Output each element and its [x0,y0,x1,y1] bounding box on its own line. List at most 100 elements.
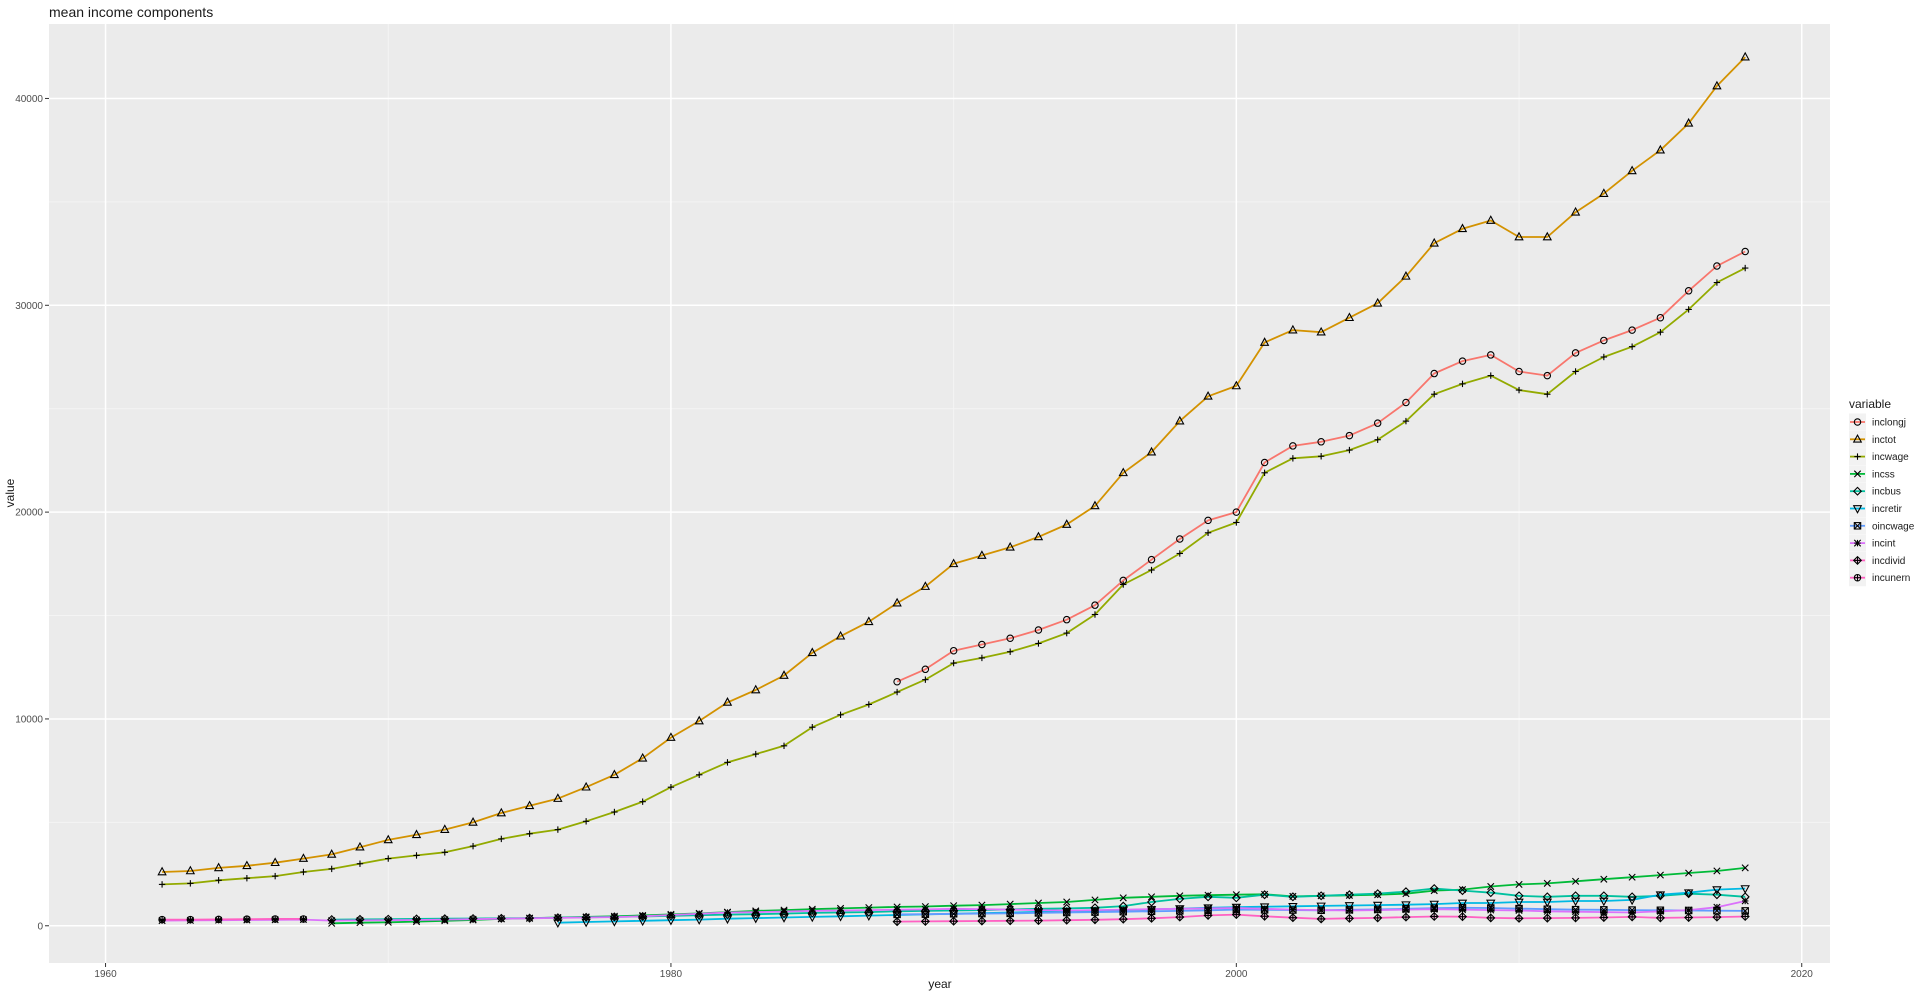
data-point-incdivid [1260,911,1270,921]
data-point-inclongj [1260,458,1269,467]
data-point-incretir [1683,889,1694,899]
data-point-incbus [581,912,591,922]
plot-panel [49,24,1830,963]
data-point-incint [1713,903,1721,911]
data-point-incint [497,915,505,923]
data-point-incint [1204,904,1212,912]
data-point-incint [667,911,675,919]
data-point-inctot [892,597,902,607]
data-point-incdivid [977,916,987,926]
data-point-incdivid [1655,913,1665,923]
data-point-inctot [185,865,196,875]
legend-item-incunern: incunern [1849,569,1910,587]
series-inclongj [896,250,1746,683]
data-point-inctot [553,793,563,802]
grid-major [49,24,1830,963]
data-point-incbus [1401,887,1411,897]
data-point-incss [1204,891,1212,899]
data-point-inclongj [1656,313,1665,322]
legend-label: incss [1872,469,1895,480]
data-point-incint [384,916,392,924]
data-point-incretir [1712,886,1722,895]
data-point-inctot [581,781,591,791]
data-point-incbus [1542,892,1552,902]
legend-item-incwage: incwage [1849,448,1909,466]
data-point-inclongj [1430,369,1438,378]
data-point-incretir [1655,891,1666,901]
data-point-inclongj [1487,351,1495,359]
data-point-incint [1600,908,1608,916]
legend-label: incwage [1872,452,1909,463]
series-points-incdivid [892,910,1750,927]
data-point-incint [1741,897,1749,905]
data-point-incss [1685,869,1693,877]
data-point-incint [610,913,618,921]
data-point-inctot [1033,531,1044,541]
legend-key-shape [1852,505,1863,514]
data-point-incss [1147,893,1156,901]
legend-label: oincwage [1872,521,1915,532]
data-point-incss [1656,871,1664,879]
legend-key-shape [1853,418,1862,426]
series-incunern [162,918,304,921]
data-point-inctot [779,670,789,679]
data-point-inclongj [1741,247,1749,256]
data-point-incint [582,913,590,922]
data-point-incbus [751,909,761,919]
data-point-incbus [1486,888,1496,898]
data-point-incbus [722,910,733,920]
data-point-incint [441,915,449,924]
legend-label: inctot [1872,435,1896,446]
data-point-incint [356,916,364,924]
data-point-incint [1176,905,1184,913]
data-point-inctot [835,630,846,640]
data-point-inctot [948,558,959,568]
data-point-incdivid [1203,910,1213,921]
legend-key-shape [1852,486,1863,496]
data-point-inclongj [893,677,901,686]
data-point-incretir [722,915,733,925]
data-point-inctot [609,769,620,779]
y-axis-title: value [3,478,17,507]
data-point-inctot [722,697,733,706]
data-point-inctot [1570,206,1581,216]
data-point-incint [723,908,732,917]
data-point-inctot [242,860,252,870]
data-point-inclongj [1600,336,1608,345]
data-point-inctot [1316,326,1326,336]
data-point-incint [865,906,873,914]
y-axis: 0 10000 20000 30000 40000 [15,94,49,932]
y-tick-label: 30000 [15,301,43,312]
data-point-inclongj [1176,535,1184,543]
data-point-incint [412,916,421,924]
data-point-inclongj [1289,442,1297,450]
data-point-inctot [1146,446,1157,456]
legend-item-inctot: inctot [1849,430,1896,448]
data-point-inctot [496,807,507,817]
data-point-incss [1402,890,1410,898]
data-point-incint [1261,905,1269,913]
data-point-incbus [1373,889,1383,899]
data-point-inctot [751,684,761,694]
data-point-incint [808,907,816,915]
data-point-inctot [1712,80,1722,90]
data-point-incint [1487,906,1495,914]
data-point-incint [921,905,929,914]
data-point-incretir [1514,898,1524,908]
data-point-inctot [1231,380,1242,390]
data-point-inclongj [1345,431,1354,440]
data-point-incss [1713,867,1721,875]
data-point-incbus [835,907,846,918]
legend-item-incretir: incretir [1849,500,1903,517]
legend-key-shape [1853,539,1862,547]
series-line-inctot [162,56,1746,873]
data-point-incint [695,910,703,918]
data-point-inctot [157,866,167,876]
data-point-inctot [1118,467,1128,477]
data-point-incretir [1599,897,1609,907]
data-point-incdivid [1627,912,1637,922]
data-point-incbus [1146,897,1157,907]
legend-item-inclongj: inclongj [1849,413,1906,431]
data-point-incint [328,917,336,925]
data-point-inctot [524,800,535,810]
